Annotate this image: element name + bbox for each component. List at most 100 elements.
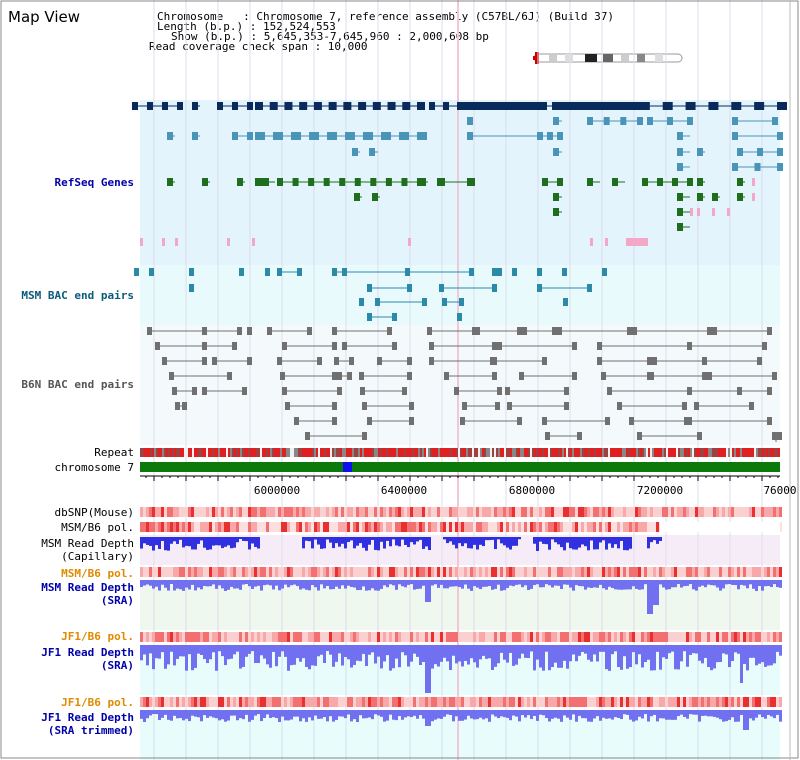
read-depth-bar bbox=[461, 645, 464, 667]
read-depth-bar bbox=[548, 710, 551, 722]
read-depth-bar bbox=[323, 537, 326, 549]
bac-end bbox=[307, 327, 312, 335]
polymorphism-mark bbox=[431, 522, 434, 532]
gene-exon bbox=[737, 193, 743, 201]
repeat-mark bbox=[436, 448, 438, 457]
repeat-mark bbox=[770, 448, 772, 457]
read-depth-bar bbox=[668, 710, 671, 720]
label-b6n-bac[interactable]: B6N BAC end pairs bbox=[21, 378, 134, 391]
repeat-mark bbox=[546, 448, 548, 457]
polymorphism-mark bbox=[518, 507, 521, 517]
read-depth-bar bbox=[149, 710, 152, 716]
polymorphism-mark bbox=[617, 632, 620, 642]
repeat-mark bbox=[704, 448, 706, 457]
gene-exon bbox=[708, 102, 719, 110]
read-depth-bar bbox=[764, 580, 767, 587]
msm-sra-track-bg bbox=[140, 580, 780, 630]
bac-end bbox=[459, 298, 464, 306]
polymorphism-mark bbox=[647, 632, 650, 642]
read-depth-bar bbox=[206, 645, 209, 664]
read-depth-bar bbox=[518, 710, 521, 722]
polymorphism-mark bbox=[473, 567, 476, 577]
repeat-mark bbox=[406, 448, 408, 457]
bac-end bbox=[227, 372, 232, 380]
repeat-mark bbox=[238, 448, 240, 457]
polymorphism-mark bbox=[170, 507, 173, 517]
gene-exon bbox=[343, 102, 352, 110]
repeat-mark bbox=[320, 448, 322, 457]
bac-end bbox=[497, 387, 502, 395]
read-depth-bar bbox=[302, 580, 305, 589]
polymorphism-mark bbox=[521, 567, 524, 577]
polymorphism-mark bbox=[686, 697, 689, 707]
read-depth-bar bbox=[431, 580, 434, 586]
read-depth-bar bbox=[506, 710, 509, 718]
read-depth-bar bbox=[233, 537, 236, 548]
repeat-mark bbox=[648, 448, 650, 457]
read-depth-bar bbox=[731, 580, 734, 585]
polymorphism-mark bbox=[779, 632, 782, 642]
polymorphism-mark bbox=[464, 567, 467, 577]
polymorphism-mark bbox=[482, 697, 485, 707]
repeat-mark bbox=[256, 448, 258, 457]
bac-end bbox=[409, 402, 414, 410]
read-depth-bar bbox=[509, 537, 512, 550]
read-depth-bar bbox=[164, 645, 167, 669]
read-depth-bar bbox=[770, 645, 773, 666]
polymorphism-mark bbox=[725, 567, 728, 577]
read-depth-bar bbox=[209, 710, 212, 717]
repeat-mark bbox=[162, 448, 164, 457]
polymorphism-mark bbox=[440, 632, 443, 642]
polymorphism-mark bbox=[584, 632, 587, 642]
read-depth-bar bbox=[563, 580, 566, 585]
polymorphism-mark bbox=[401, 522, 404, 532]
polymorphism-mark bbox=[359, 522, 362, 532]
bac-end bbox=[577, 432, 582, 440]
polymorphism-mark bbox=[476, 632, 479, 642]
polymorphism-mark bbox=[533, 567, 536, 577]
label-msm-bac[interactable]: MSM BAC end pairs bbox=[21, 289, 134, 302]
read-depth-bar bbox=[761, 645, 764, 663]
polymorphism-mark bbox=[566, 697, 569, 707]
label-refseq-genes[interactable]: RefSeq Genes bbox=[54, 176, 134, 189]
read-depth-bar bbox=[212, 537, 215, 546]
read-depth-bar bbox=[308, 580, 311, 591]
repeat-mark bbox=[382, 448, 384, 457]
polymorphism-mark bbox=[209, 522, 212, 532]
read-depth-bar bbox=[491, 645, 494, 670]
polymorphism-mark bbox=[503, 567, 506, 577]
read-depth-bar bbox=[548, 537, 551, 550]
polymorphism-mark bbox=[215, 507, 218, 517]
polymorphism-mark bbox=[461, 522, 464, 532]
repeat-mark bbox=[514, 448, 516, 457]
polymorphism-mark bbox=[542, 507, 545, 517]
bac-end bbox=[337, 387, 342, 395]
polymorphism-mark bbox=[626, 697, 629, 707]
repeat-mark bbox=[530, 448, 532, 457]
polymorphism-mark bbox=[533, 632, 536, 642]
polymorphism-mark bbox=[158, 522, 161, 532]
repeat-mark bbox=[614, 448, 616, 457]
polymorphism-mark bbox=[350, 567, 353, 577]
polymorphism-mark bbox=[623, 697, 626, 707]
read-depth-bar bbox=[371, 537, 374, 540]
bac-end bbox=[175, 402, 180, 410]
polymorphism-mark bbox=[290, 567, 293, 577]
label-msm-depth-sra-sub: (SRA) bbox=[100, 594, 134, 607]
chromosome-ideogram[interactable] bbox=[525, 50, 685, 66]
gene-exon bbox=[637, 117, 643, 125]
read-depth-bar bbox=[176, 645, 179, 659]
read-depth-bar bbox=[746, 710, 749, 730]
gene-exon bbox=[269, 102, 278, 110]
polymorphism-mark bbox=[707, 697, 710, 707]
polymorphism-mark bbox=[206, 522, 209, 532]
read-depth-bar bbox=[248, 537, 251, 550]
polymorphism-mark bbox=[440, 697, 443, 707]
polymorphism-mark bbox=[608, 522, 611, 532]
polymorphism-mark bbox=[776, 697, 779, 707]
polymorphism-mark bbox=[485, 697, 488, 707]
read-depth-bar bbox=[476, 537, 479, 550]
repeat-mark bbox=[610, 448, 612, 457]
repeat-mark bbox=[362, 448, 364, 457]
